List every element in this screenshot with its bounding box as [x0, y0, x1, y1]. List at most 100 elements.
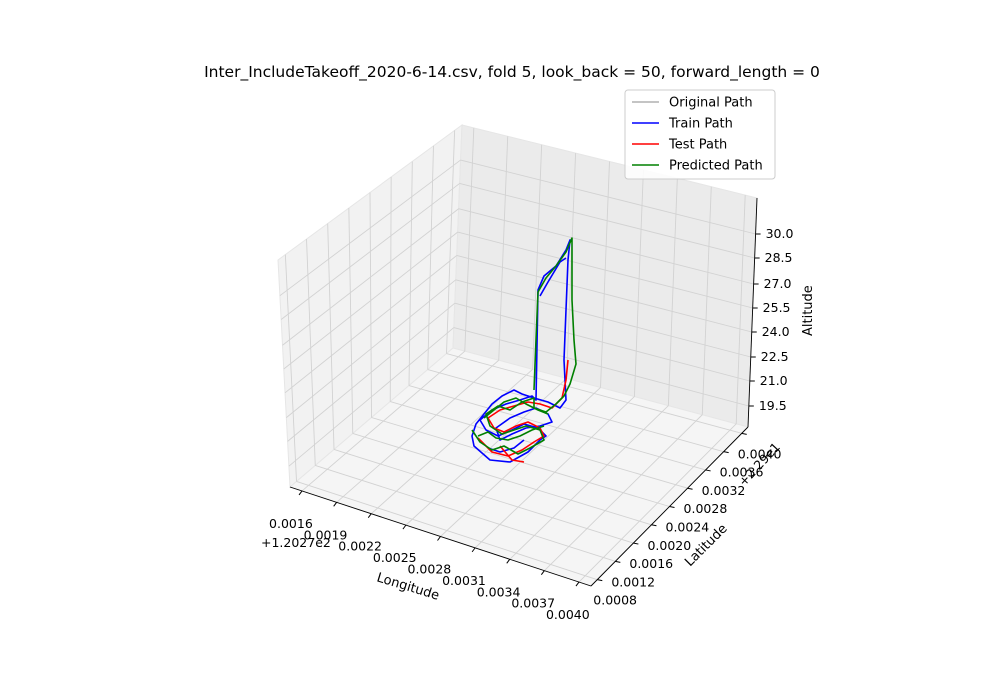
z-grid-line: [457, 231, 753, 309]
z-tick-label: 28.5: [765, 250, 793, 265]
y-tick-label: 0.0016: [629, 556, 673, 571]
z-grid-line: [458, 208, 754, 285]
x-grid-line-back: [735, 195, 746, 424]
y-tick-mark: [705, 469, 711, 472]
z-grid-line-side: [288, 327, 455, 467]
y-tick-label: 0.0012: [611, 574, 655, 589]
y-tick-label: 0.0036: [720, 465, 764, 480]
y-tick-mark: [633, 542, 639, 545]
y-grid-line-side: [427, 145, 434, 370]
z-grid-line-side: [286, 279, 457, 418]
y-grid-line: [352, 433, 652, 526]
legend-label: Original Path: [669, 96, 753, 111]
data-paths: [471, 237, 577, 463]
x-tick-mark: [298, 490, 303, 496]
y-grid-line: [427, 369, 724, 453]
legend-box: [624, 89, 776, 180]
y-tick-mark: [651, 524, 657, 527]
path-trace: [495, 407, 553, 441]
x-offset-label: +1.2027e2: [261, 535, 331, 550]
path-trace: [499, 445, 525, 463]
x-grid-line-back: [498, 136, 509, 361]
path-trace: [477, 425, 545, 441]
y-tick-label: 0.0020: [647, 538, 691, 553]
y-grid-line: [315, 465, 616, 562]
z-grid-line: [454, 302, 750, 382]
x-tick-mark: [402, 524, 407, 530]
x-grid-line-back: [701, 186, 712, 415]
x-grid-line-back: [667, 178, 678, 406]
z-tick-label: 30.0: [766, 226, 794, 241]
series-predicted-path: [471, 237, 577, 455]
x-tick-mark: [367, 513, 372, 519]
z-tick-label: 27.0: [764, 276, 792, 291]
z-grid-line: [460, 159, 756, 235]
y-tick-label: 0.0028: [684, 501, 728, 516]
x-tick-mark: [575, 581, 580, 587]
y-grid-line-side: [348, 208, 354, 434]
y-tick-mark: [615, 560, 621, 563]
y-grid-line-side: [284, 254, 297, 482]
chart-title: Inter_IncludeTakeoff_2020-6-14.csv, fold…: [204, 63, 820, 82]
y-grid-line: [408, 385, 706, 471]
series-test-path: [477, 359, 569, 463]
z-tick-label: 25.5: [763, 300, 791, 315]
legend-label: Test Path: [668, 138, 727, 153]
z-grid-line-side: [279, 159, 461, 297]
x-tick-label: 0.0019: [304, 527, 348, 542]
z-grid-line: [456, 255, 752, 333]
x-grid-line-back: [464, 127, 475, 352]
y-tick-mark: [687, 487, 693, 490]
x-tick-label: 0.0040: [546, 607, 590, 622]
y-grid-line-side: [408, 161, 413, 386]
x-tick-label: 0.0016: [269, 516, 313, 531]
legend-label: Train Path: [668, 117, 733, 132]
x-tick-label: 0.0031: [442, 573, 486, 588]
x-tick-mark: [506, 558, 511, 564]
y-grid-line: [296, 481, 598, 581]
y-tick-mark: [723, 451, 729, 454]
z-tick-label: 19.5: [759, 398, 787, 413]
y-tick-label: 0.0008: [593, 593, 637, 608]
y-grid-line-side: [306, 239, 316, 466]
z-axis-line: [747, 197, 758, 428]
y-tick-label: 0.0032: [702, 483, 746, 498]
y-grid-line: [333, 449, 634, 544]
y-tick-mark: [741, 432, 747, 435]
x-tick-mark: [333, 502, 338, 507]
path-trace: [471, 237, 577, 455]
path-trace: [539, 257, 567, 297]
z-axis-label: Altitude: [801, 285, 816, 336]
x-tick-label: 0.0025: [373, 550, 417, 565]
x-tick-label: 0.0028: [408, 562, 452, 577]
y-tick-mark: [597, 579, 603, 582]
y-grid-line: [390, 401, 688, 489]
z-grid-line: [453, 327, 749, 407]
z-grid-line: [455, 279, 751, 358]
y-grid-line-side: [369, 192, 372, 418]
legend-label: Predicted Path: [669, 159, 763, 174]
y-grid-line-side: [327, 223, 335, 450]
y-grid-line: [446, 353, 742, 434]
y-tick-label: 0.0040: [738, 446, 782, 461]
x-tick-label: 0.0037: [511, 596, 555, 611]
legend: Original Path Train Path Test Path Predicte…: [624, 89, 776, 180]
x-grid-line-back: [600, 161, 610, 388]
x-grid-line-back: [633, 169, 644, 397]
z-grid-line-side: [282, 208, 459, 346]
x-tick-label: 0.0022: [338, 539, 382, 554]
y-grid-line-side: [446, 130, 456, 354]
z-grid-line-side: [284, 255, 458, 394]
path-trace: [477, 359, 569, 457]
y-tick-mark: [669, 506, 675, 508]
axes-panes: [277, 123, 758, 587]
y-tick-label: 0.0024: [666, 520, 710, 535]
z-grid-line-side: [283, 231, 458, 370]
x-grid-line-back: [566, 153, 577, 379]
x-tick-mark: [471, 547, 476, 553]
x-tick-mark: [540, 570, 545, 575]
x-tick-mark: [437, 536, 441, 541]
x-tick-label: 0.0034: [477, 584, 521, 599]
z-grid-line-side: [280, 183, 460, 320]
